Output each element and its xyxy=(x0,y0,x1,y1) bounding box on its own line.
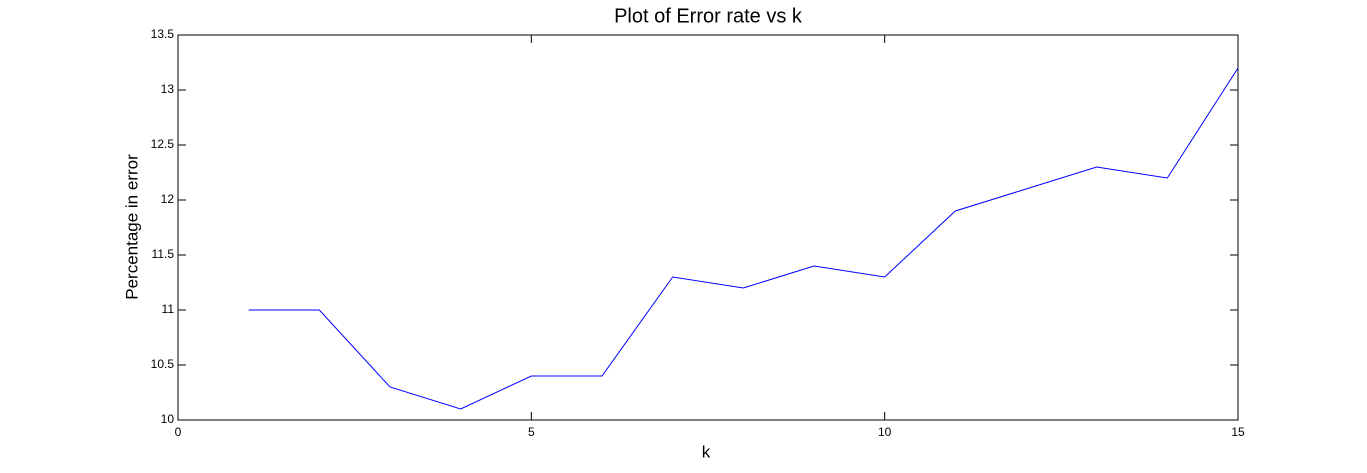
y-tick-label: 13.5 xyxy=(151,27,175,41)
y-tick-label: 10 xyxy=(161,412,175,426)
y-tick-label: 13 xyxy=(161,82,175,96)
x-tick-label: 15 xyxy=(1231,425,1245,439)
chart-title: Plot of Error rate vs k xyxy=(614,5,803,27)
y-tick-label: 12.5 xyxy=(151,137,175,151)
y-tick-label: 11 xyxy=(162,302,175,316)
y-axis-label: Percentage in error xyxy=(122,154,141,300)
x-tick-label: 10 xyxy=(878,425,892,439)
x-tick-label: 5 xyxy=(528,425,535,439)
y-tick-label: 12 xyxy=(161,192,175,206)
data-line xyxy=(248,67,1239,410)
x-axis-label: k xyxy=(702,442,711,461)
y-tick-label: 11.5 xyxy=(152,247,175,261)
plot-frame xyxy=(177,34,1239,421)
x-tick-label: 0 xyxy=(175,425,182,439)
y-tick-label: 10.5 xyxy=(151,357,175,371)
